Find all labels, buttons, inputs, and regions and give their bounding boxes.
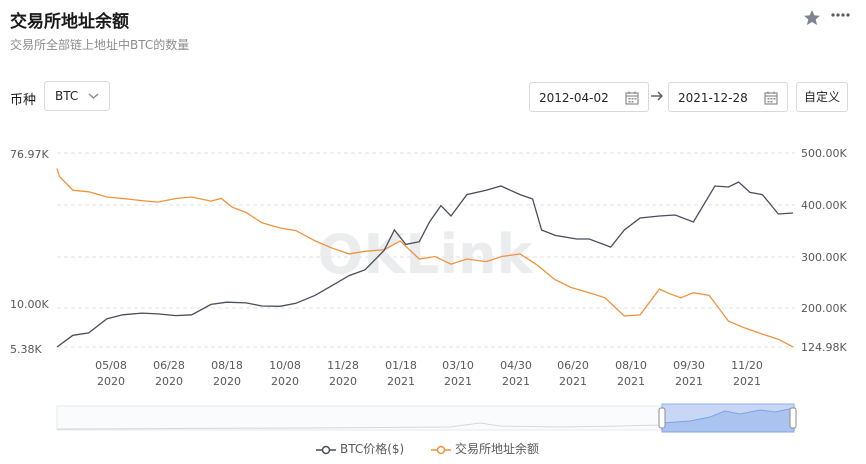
- chart-area: OKLink 76.97K 10.00K 5.38K 500.00K 400.00K 300…: [10, 147, 847, 433]
- coin-label: 币种: [10, 93, 37, 108]
- zoom-handle-left[interactable]: [658, 407, 666, 429]
- arrow-right-icon: [651, 91, 663, 101]
- y-left-tick-label: 10.00K: [10, 298, 49, 311]
- x-tick-label: 2021: [675, 375, 703, 388]
- zoom-window-area: [661, 407, 795, 433]
- x-tick-label: 2021: [733, 375, 761, 388]
- x-tick-label: 04/30: [500, 359, 532, 372]
- chevron-down-icon: [88, 93, 99, 99]
- calendar-icon: [764, 91, 778, 105]
- x-tick-label: 03/10: [442, 359, 474, 372]
- x-tick-label: 2021: [502, 375, 530, 388]
- x-tick-label: 2020: [271, 375, 299, 388]
- x-tick-label: 09/30: [673, 359, 705, 372]
- x-tick-label: 2021: [617, 375, 645, 388]
- x-tick-label: 11/28: [327, 359, 359, 372]
- zoom-overview-line: [56, 422, 663, 430]
- x-tick-label: 08/10: [615, 359, 647, 372]
- calendar-icon: [625, 91, 639, 105]
- x-tick-label: 2020: [155, 375, 183, 388]
- end-date-input[interactable]: 2021-12-28: [668, 82, 788, 112]
- x-tick-label: 2020: [97, 375, 125, 388]
- y-right-tick-label: 500.00K: [801, 147, 847, 160]
- legend-item-balance[interactable]: 交易所地址余额: [431, 440, 539, 457]
- x-tick-label: 2020: [213, 375, 241, 388]
- y-left-tick-label: 5.38K: [10, 343, 42, 356]
- x-tick-label: 11/20: [731, 359, 763, 372]
- x-tick-label: 08/18: [211, 359, 243, 372]
- y-right-tick-label: 300.00K: [801, 251, 847, 264]
- x-tick-label: 2021: [444, 375, 472, 388]
- y-right-tick-label: 124.98K: [801, 341, 847, 354]
- x-tick-label: 2020: [329, 375, 357, 388]
- legend-line-icon: [431, 445, 451, 454]
- star-icon[interactable]: [802, 8, 822, 28]
- start-date-input[interactable]: 2012-04-02: [529, 82, 649, 112]
- series-line-balance: [56, 168, 794, 348]
- x-tick-label: 05/08: [95, 359, 127, 372]
- x-tick-label: 06/28: [153, 359, 185, 372]
- x-tick-label: 06/20: [557, 359, 589, 372]
- x-tick-label: 10/08: [269, 359, 301, 372]
- x-tick-label: 2021: [387, 375, 415, 388]
- page-title: 交易所地址余额: [10, 12, 129, 32]
- x-tick-label: 01/18: [385, 359, 417, 372]
- legend-label-balance: 交易所地址余额: [455, 442, 540, 456]
- coin-select-value: BTC: [55, 89, 79, 103]
- custom-button[interactable]: 自定义: [796, 82, 848, 112]
- y-left-tick-label: 76.97K: [10, 148, 49, 161]
- watermark-text: OKLink: [317, 223, 533, 286]
- legend-line-icon: [316, 445, 336, 454]
- page-subtitle: 交易所全部链上地址中BTC的数量: [10, 38, 190, 52]
- zoom-handle-right[interactable]: [789, 407, 797, 429]
- series-line-price: [56, 181, 794, 348]
- legend-label-price: BTC价格($): [340, 442, 405, 456]
- y-right-tick-label: 400.00K: [801, 199, 847, 212]
- coin-select[interactable]: BTC: [44, 81, 110, 111]
- end-date-value: 2021-12-28: [678, 91, 748, 105]
- start-date-value: 2012-04-02: [539, 91, 609, 105]
- more-icon[interactable]: [830, 8, 850, 28]
- y-right-tick-label: 200.00K: [801, 302, 847, 315]
- x-tick-label: 2021: [559, 375, 587, 388]
- legend-item-price[interactable]: BTC价格($): [316, 440, 404, 457]
